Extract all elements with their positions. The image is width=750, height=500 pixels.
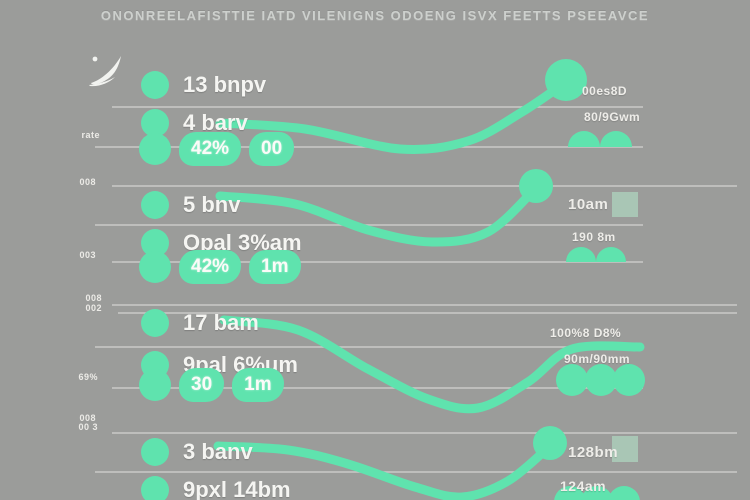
stat-row: 5 bnv (141, 191, 240, 219)
stat-label: 4 barv (183, 110, 248, 135)
bullet-dot (139, 369, 171, 401)
axis-side-label: 003 (79, 250, 96, 260)
dot-cluster-circle (554, 486, 586, 500)
value-pill: 30 (179, 368, 225, 402)
axis-side-label: 69% (78, 372, 98, 382)
axis-side-label: 00 3 (78, 422, 98, 432)
axis-side-label: 008 (85, 293, 102, 303)
callout-label: 128bm (568, 444, 619, 461)
bullet-dot (139, 251, 171, 283)
curve-endpoint-dot (519, 169, 553, 203)
stat-row: 4 barv (141, 109, 248, 137)
value-pill: 1m (232, 368, 284, 402)
value-pill: 00 (249, 132, 295, 166)
stat-row: 9pxl 14bm (141, 476, 291, 500)
value-pill: 42% (179, 132, 242, 166)
dot-cluster-circle (613, 364, 645, 396)
axis-side-label: rate (81, 130, 100, 140)
hump-blob (568, 131, 632, 147)
stat-label: 13 bnpv (183, 72, 267, 97)
callout-label: 90m/90mm (564, 352, 631, 366)
curve-path (215, 183, 541, 247)
hump-blob (566, 247, 626, 262)
dot-cluster-circle (585, 364, 617, 396)
dot-cluster-circle (556, 364, 588, 396)
curve-path (215, 77, 571, 155)
bullet-dot (141, 476, 169, 500)
callout-label: 124am (560, 478, 607, 494)
value-pill: 1m (249, 250, 301, 284)
curve-path (219, 315, 645, 414)
callout-label: 10am (568, 196, 609, 213)
callout-label: 00es8D (582, 84, 628, 98)
pill-row: 30 1m (139, 368, 284, 402)
callout-label: 80/9Gwm (584, 110, 641, 124)
color-swatch (612, 192, 638, 217)
bullet-dot (141, 71, 169, 99)
stat-row: 17 bam (141, 309, 259, 337)
bullet-dot (139, 133, 171, 165)
stat-label: 9pxl 14bm (183, 477, 291, 500)
axis-side-label: 002 (85, 303, 102, 313)
pill-row: 42% 1m (139, 250, 301, 284)
stat-label: 5 bnv (183, 192, 241, 217)
callout-label: 100%8 D8% (550, 326, 622, 340)
stat-label: 3 banv (183, 439, 253, 464)
color-swatch (612, 436, 638, 462)
curve-path (213, 441, 555, 500)
stat-row: 3 banv (141, 438, 253, 466)
pill-row: 42% 00 (139, 132, 295, 166)
stat-label: 17 bam (183, 310, 259, 335)
bullet-dot (141, 109, 169, 137)
bird-swoosh-icon (85, 52, 131, 95)
stat-row: 13 bnpv (141, 71, 266, 99)
dot-cluster-circle (608, 486, 640, 500)
bullet-dot (141, 309, 169, 337)
page-title: ONONREELAFISTTIE IATD VILENIGNS ODOENG I… (100, 8, 650, 23)
dot-cluster-circle (581, 486, 613, 500)
curve-endpoint-dot (533, 426, 567, 460)
curve-endpoint-dot (545, 59, 587, 101)
bullet-dot (141, 191, 169, 219)
callout-label: 190 8m (572, 230, 616, 244)
value-pill: 42% (179, 250, 242, 284)
bullet-dot (141, 438, 169, 466)
axis-side-label: 008 (79, 177, 96, 187)
axis-side-label: 008 (79, 413, 96, 423)
